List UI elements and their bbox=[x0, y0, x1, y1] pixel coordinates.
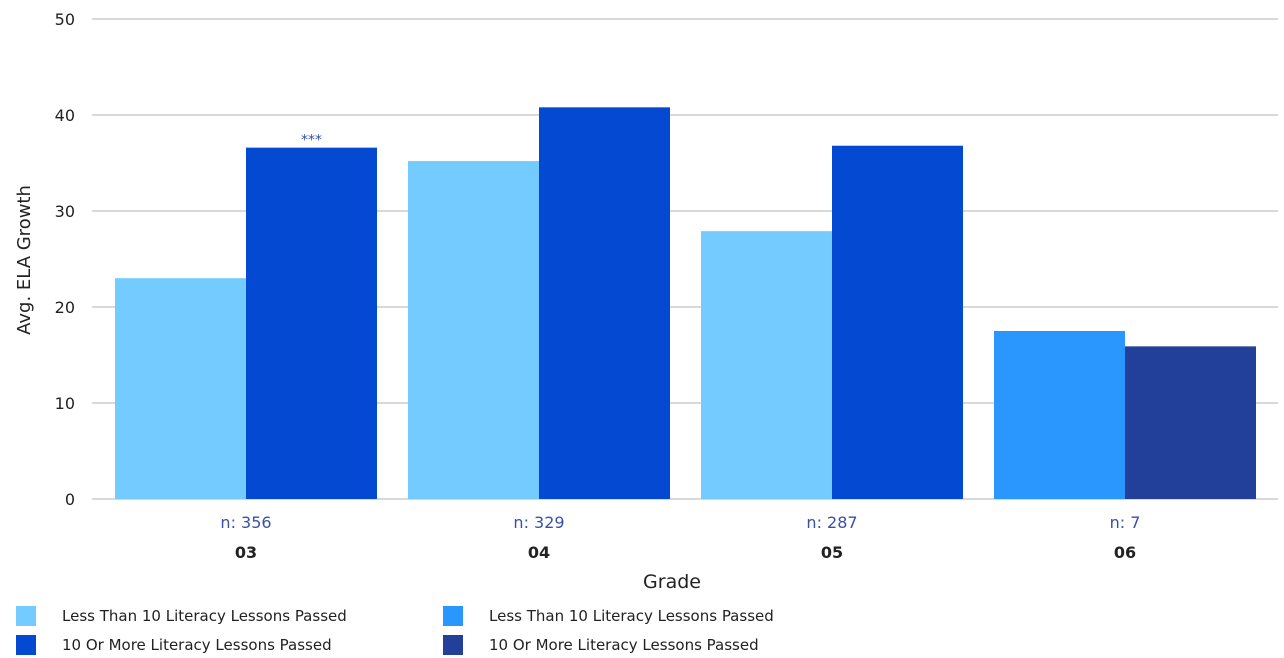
bar bbox=[246, 147, 377, 499]
legend-swatch bbox=[16, 635, 36, 655]
n-label: n: 356 bbox=[220, 513, 271, 532]
bar bbox=[539, 107, 670, 499]
bar bbox=[115, 278, 246, 499]
y-tick-label: 0 bbox=[65, 490, 75, 509]
legend-swatch bbox=[16, 606, 36, 626]
legend-swatch bbox=[443, 606, 463, 626]
legend-swatch bbox=[443, 635, 463, 655]
y-tick-label: 10 bbox=[55, 394, 75, 413]
bar bbox=[1125, 346, 1256, 499]
n-label: n: 287 bbox=[806, 513, 857, 532]
significance-label: *** bbox=[301, 133, 322, 149]
legend-label: 10 Or More Literacy Lessons Passed bbox=[62, 636, 332, 654]
n-label: n: 329 bbox=[513, 513, 564, 532]
bar-chart: 0 10 20 30 40 50 *** n: 356 03 n: 329 04 n: 287 05 n:… bbox=[14, 10, 1278, 593]
y-tick-label: 50 bbox=[55, 10, 75, 29]
legend-item: 10 Or More Literacy Lessons Passed bbox=[16, 632, 332, 658]
legend-label: Less Than 10 Literacy Lessons Passed bbox=[489, 607, 774, 625]
bars bbox=[115, 107, 1256, 499]
legend-item: Less Than 10 Literacy Lessons Passed bbox=[443, 603, 774, 629]
labels: 0 10 20 30 40 50 *** n: 356 03 n: 329 04 n: 287 05 n:… bbox=[55, 10, 1141, 562]
x-tick-label: 06 bbox=[1114, 543, 1136, 562]
x-axis-title: Grade bbox=[643, 571, 701, 593]
legend: Less Than 10 Literacy Lessons Passed Les… bbox=[16, 601, 916, 657]
legend-label: 10 Or More Literacy Lessons Passed bbox=[489, 636, 759, 654]
y-tick-label: 30 bbox=[55, 202, 75, 221]
y-tick-label: 20 bbox=[55, 298, 75, 317]
bar bbox=[701, 231, 832, 499]
bar bbox=[994, 331, 1125, 499]
bar bbox=[832, 145, 963, 499]
n-label: n: 7 bbox=[1110, 513, 1141, 532]
y-axis-title: Avg. ELA Growth bbox=[14, 185, 35, 335]
bar bbox=[408, 161, 539, 499]
y-tick-label: 40 bbox=[55, 106, 75, 125]
x-tick-label: 04 bbox=[528, 543, 550, 562]
x-tick-label: 05 bbox=[821, 543, 843, 562]
legend-label: Less Than 10 Literacy Lessons Passed bbox=[62, 607, 347, 625]
x-tick-label: 03 bbox=[235, 543, 257, 562]
legend-item: 10 Or More Literacy Lessons Passed bbox=[443, 632, 759, 658]
legend-item: Less Than 10 Literacy Lessons Passed bbox=[16, 603, 347, 629]
